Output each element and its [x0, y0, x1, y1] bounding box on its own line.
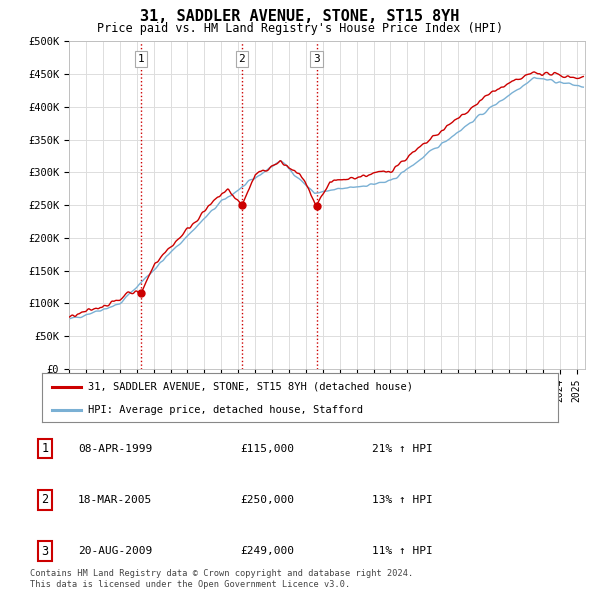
Text: 31, SADDLER AVENUE, STONE, ST15 8YH (detached house): 31, SADDLER AVENUE, STONE, ST15 8YH (det… [88, 382, 413, 392]
Text: 21% ↑ HPI: 21% ↑ HPI [372, 444, 433, 454]
Text: HPI: Average price, detached house, Stafford: HPI: Average price, detached house, Staf… [88, 405, 364, 415]
Text: 11% ↑ HPI: 11% ↑ HPI [372, 546, 433, 556]
Text: Contains HM Land Registry data © Crown copyright and database right 2024.
This d: Contains HM Land Registry data © Crown c… [30, 569, 413, 589]
Text: 3: 3 [313, 54, 320, 64]
Text: 13% ↑ HPI: 13% ↑ HPI [372, 495, 433, 505]
Text: 2: 2 [238, 54, 245, 64]
Text: 20-AUG-2009: 20-AUG-2009 [78, 546, 152, 556]
Text: 08-APR-1999: 08-APR-1999 [78, 444, 152, 454]
Text: 2: 2 [41, 493, 49, 506]
Text: 1: 1 [138, 54, 145, 64]
Text: 18-MAR-2005: 18-MAR-2005 [78, 495, 152, 505]
Text: Price paid vs. HM Land Registry's House Price Index (HPI): Price paid vs. HM Land Registry's House … [97, 22, 503, 35]
Text: 31, SADDLER AVENUE, STONE, ST15 8YH: 31, SADDLER AVENUE, STONE, ST15 8YH [140, 9, 460, 24]
Text: £250,000: £250,000 [240, 495, 294, 505]
Text: 1: 1 [41, 442, 49, 455]
Text: £249,000: £249,000 [240, 546, 294, 556]
Text: £115,000: £115,000 [240, 444, 294, 454]
Text: 3: 3 [41, 545, 49, 558]
